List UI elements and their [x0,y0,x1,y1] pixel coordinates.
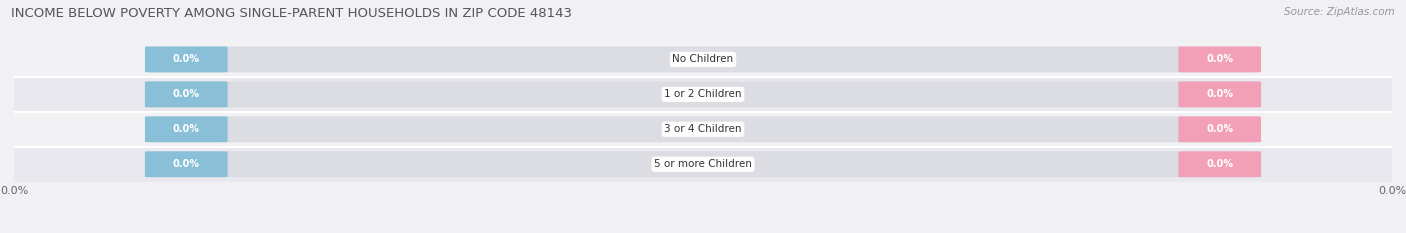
Text: 0.0%: 0.0% [173,89,200,99]
FancyBboxPatch shape [1178,47,1261,72]
FancyBboxPatch shape [145,116,228,142]
Bar [14,112,1392,147]
FancyBboxPatch shape [145,151,228,177]
Text: 5 or more Children: 5 or more Children [654,159,752,169]
Text: 0.0%: 0.0% [173,159,200,169]
Text: 0.0%: 0.0% [173,55,200,64]
Text: 0.0%: 0.0% [173,124,200,134]
Text: No Children: No Children [672,55,734,64]
FancyBboxPatch shape [145,82,1261,107]
Bar [14,147,1392,182]
Text: 3 or 4 Children: 3 or 4 Children [664,124,742,134]
Text: 0.0%: 0.0% [1206,124,1233,134]
Text: 0.0%: 0.0% [1206,159,1233,169]
Text: INCOME BELOW POVERTY AMONG SINGLE-PARENT HOUSEHOLDS IN ZIP CODE 48143: INCOME BELOW POVERTY AMONG SINGLE-PARENT… [11,7,572,20]
FancyBboxPatch shape [145,151,1261,177]
FancyBboxPatch shape [145,47,228,72]
FancyBboxPatch shape [145,116,1261,142]
Bar [14,77,1392,112]
FancyBboxPatch shape [1178,116,1261,142]
FancyBboxPatch shape [1178,151,1261,177]
Text: 1 or 2 Children: 1 or 2 Children [664,89,742,99]
FancyBboxPatch shape [145,82,228,107]
Bar [14,42,1392,77]
FancyBboxPatch shape [1178,82,1261,107]
Text: 0.0%: 0.0% [1206,89,1233,99]
FancyBboxPatch shape [145,47,1261,72]
Text: 0.0%: 0.0% [1206,55,1233,64]
Text: Source: ZipAtlas.com: Source: ZipAtlas.com [1284,7,1395,17]
